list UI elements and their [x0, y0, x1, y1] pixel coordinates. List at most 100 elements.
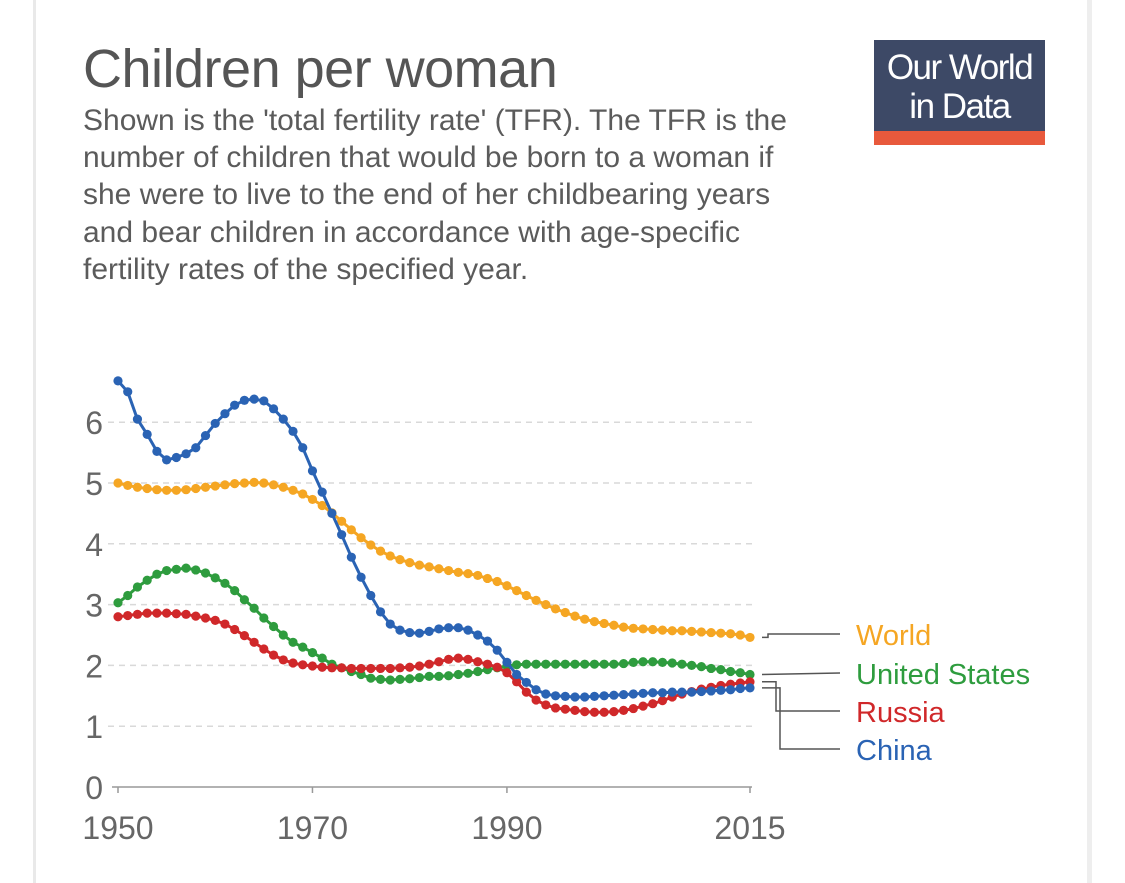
data-point-world-2000 — [599, 618, 609, 629]
data-point-world-1993 — [531, 595, 541, 605]
data-point-united-states-1991 — [512, 660, 522, 670]
data-point-russia-1968 — [288, 658, 298, 668]
data-point-united-states-2010 — [696, 662, 706, 672]
logo-line-1: Our World — [886, 48, 1034, 87]
data-point-russia-1999 — [589, 707, 600, 717]
data-point-united-states-1962 — [230, 586, 240, 596]
legend-labels: World United States Russia China — [856, 620, 1030, 767]
data-point-russia-1956 — [171, 609, 181, 619]
data-point-russia-1985 — [453, 653, 463, 663]
data-point-russia-1954 — [152, 608, 162, 618]
data-point-world-2013 — [725, 629, 736, 639]
data-point-china-1967 — [278, 414, 288, 424]
data-point-united-states-1969 — [298, 642, 308, 652]
data-point-world-1966 — [268, 480, 279, 490]
connector-world — [762, 633, 840, 639]
data-point-china-1965 — [259, 396, 269, 406]
data-point-world-1990 — [502, 581, 512, 591]
data-point-world-2005 — [648, 624, 658, 635]
data-point-world-1959 — [200, 482, 211, 492]
data-point-world-1958 — [191, 483, 201, 494]
data-point-united-states-2005 — [648, 657, 658, 667]
data-point-united-states-1986 — [463, 668, 473, 678]
data-point-world-1984 — [443, 565, 454, 576]
data-point-united-states-2013 — [725, 666, 736, 677]
data-point-china-1983 — [434, 624, 444, 634]
data-point-russia-2002 — [619, 705, 629, 715]
data-point-united-states-1979 — [395, 674, 405, 684]
data-point-world-1956 — [171, 485, 181, 495]
data-point-united-states-1961 — [220, 578, 230, 588]
data-point-russia-1975 — [356, 663, 366, 674]
data-point-world-1988 — [482, 573, 493, 584]
data-point-world-1953 — [142, 483, 152, 494]
data-point-world-1997 — [570, 611, 580, 621]
y-axis-ticks: 0 1 2 3 4 5 6 — [85, 405, 103, 806]
data-point-united-states-1970 — [307, 648, 318, 658]
data-point-russia-1998 — [580, 707, 590, 717]
data-point-china-2009 — [687, 687, 697, 697]
series-united-states — [113, 563, 755, 685]
chart-title: Children per woman — [83, 39, 558, 99]
data-point-china-1966 — [268, 404, 279, 414]
data-point-united-states-2014 — [735, 668, 745, 678]
data-point-united-states-1959 — [200, 568, 211, 578]
data-point-world-1977 — [375, 546, 386, 556]
data-point-russia-2000 — [599, 707, 609, 717]
data-point-russia-1982 — [424, 659, 434, 669]
frame-border-left — [33, 0, 36, 883]
connector-china — [762, 687, 840, 750]
data-point-russia-1963 — [239, 631, 249, 641]
data-point-china-1998 — [580, 692, 590, 702]
data-point-united-states-1967 — [278, 630, 288, 640]
data-point-world-1978 — [385, 551, 395, 561]
data-point-russia-1959 — [200, 613, 211, 623]
owid-logo[interactable]: Our World in Data — [874, 40, 1045, 145]
data-point-world-1971 — [317, 500, 327, 511]
data-point-world-1979 — [395, 555, 405, 565]
data-point-united-states-1977 — [375, 674, 386, 684]
data-point-world-1968 — [288, 485, 298, 495]
data-point-china-2010 — [696, 686, 706, 697]
data-point-world-1992 — [521, 590, 531, 601]
data-point-russia-1990 — [502, 668, 512, 678]
data-point-russia-2003 — [628, 703, 638, 714]
data-point-russia-1978 — [385, 663, 395, 674]
data-point-russia-1989 — [492, 662, 502, 672]
data-point-world-1973 — [337, 516, 347, 526]
data-point-china-2002 — [619, 689, 629, 700]
data-point-united-states-1994 — [541, 659, 551, 669]
data-point-world-1964 — [249, 477, 259, 487]
data-point-united-states-1968 — [288, 637, 298, 647]
data-point-russia-1973 — [337, 663, 347, 673]
data-point-china-1961 — [220, 409, 230, 419]
data-point-world-2007 — [667, 626, 677, 636]
data-point-world-1987 — [473, 570, 483, 581]
data-point-russia-1969 — [298, 660, 308, 670]
data-point-world-1981 — [414, 560, 425, 570]
data-point-world-1983 — [434, 564, 444, 574]
data-point-china-2012 — [716, 685, 726, 695]
data-point-china-1958 — [191, 443, 201, 453]
data-point-china-1976 — [366, 590, 376, 601]
data-point-china-1992 — [521, 677, 531, 688]
data-point-china-1959 — [200, 430, 211, 441]
data-point-china-1953 — [142, 429, 152, 439]
data-point-united-states-2012 — [716, 665, 726, 675]
data-point-russia-1993 — [531, 695, 541, 705]
data-point-world-1963 — [239, 478, 249, 488]
legend-label-china: China — [856, 735, 933, 767]
data-point-world-2006 — [657, 625, 668, 635]
data-point-world-1955 — [162, 485, 172, 495]
data-point-china-2006 — [657, 688, 668, 698]
x-tick-label-1970: 1970 — [277, 810, 348, 846]
data-point-world-1954 — [152, 485, 162, 495]
data-point-china-1987 — [473, 630, 483, 640]
data-point-russia-1979 — [395, 663, 405, 673]
data-point-russia-2006 — [657, 696, 668, 706]
data-point-china-1995 — [550, 691, 561, 701]
data-point-russia-1970 — [307, 661, 318, 671]
data-point-united-states-1971 — [317, 653, 327, 663]
data-point-world-1965 — [259, 478, 269, 488]
